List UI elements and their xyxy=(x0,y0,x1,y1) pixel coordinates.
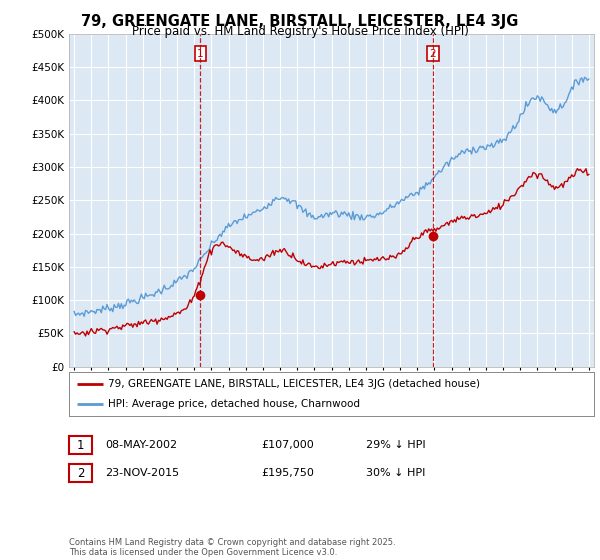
Text: 29% ↓ HPI: 29% ↓ HPI xyxy=(366,440,425,450)
Text: £107,000: £107,000 xyxy=(261,440,314,450)
Text: 79, GREENGATE LANE, BIRSTALL, LEICESTER, LE4 3JG: 79, GREENGATE LANE, BIRSTALL, LEICESTER,… xyxy=(82,14,518,29)
Text: 23-NOV-2015: 23-NOV-2015 xyxy=(105,468,179,478)
Text: 79, GREENGATE LANE, BIRSTALL, LEICESTER, LE4 3JG (detached house): 79, GREENGATE LANE, BIRSTALL, LEICESTER,… xyxy=(109,379,481,389)
Text: 2: 2 xyxy=(77,466,84,480)
Text: Price paid vs. HM Land Registry's House Price Index (HPI): Price paid vs. HM Land Registry's House … xyxy=(131,25,469,38)
Text: Contains HM Land Registry data © Crown copyright and database right 2025.
This d: Contains HM Land Registry data © Crown c… xyxy=(69,538,395,557)
Text: 2: 2 xyxy=(430,49,436,59)
Text: £195,750: £195,750 xyxy=(261,468,314,478)
Text: HPI: Average price, detached house, Charnwood: HPI: Average price, detached house, Char… xyxy=(109,399,361,409)
Text: 1: 1 xyxy=(197,49,204,59)
Text: 30% ↓ HPI: 30% ↓ HPI xyxy=(366,468,425,478)
Text: 1: 1 xyxy=(77,438,84,452)
Text: 08-MAY-2002: 08-MAY-2002 xyxy=(105,440,177,450)
